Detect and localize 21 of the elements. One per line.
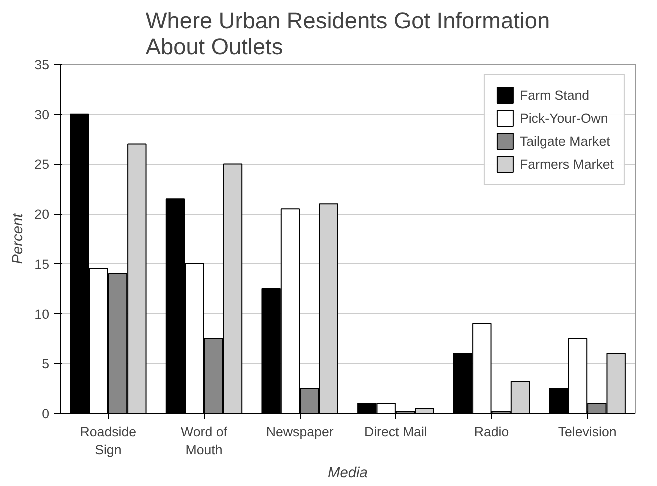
y-tick-label: 15 — [34, 256, 50, 272]
y-tick-label: 0 — [42, 406, 50, 422]
x-tick-label: Newspaper — [266, 424, 334, 440]
y-tick-label: 20 — [34, 207, 50, 222]
y-axis-title: Percent — [10, 212, 27, 264]
legend-label: Farm Stand — [520, 88, 590, 102]
y-tick-label: 30 — [34, 107, 50, 122]
x-tick-label: Roadside Sign — [80, 424, 137, 458]
legend-label: Farmers Market — [520, 156, 614, 172]
legend-label: Tailgate Market — [520, 134, 610, 148]
x-tick-label: Television — [558, 424, 617, 440]
x-axis-title: Media — [328, 466, 368, 482]
x-tick-label: Word of Mouth — [181, 424, 228, 458]
y-tick-label: 10 — [34, 306, 50, 322]
chart-title: Where Urban Residents Got Information About Outlets — [146, 8, 550, 60]
y-tick-label: 5 — [42, 356, 50, 372]
y-tick-label: 35 — [34, 58, 50, 72]
y-tick-label: 25 — [34, 157, 50, 172]
x-tick-label: Radio — [474, 424, 510, 440]
x-tick-label: Direct Mail — [364, 424, 428, 440]
legend-label: Pick-Your-Own — [520, 110, 608, 126]
